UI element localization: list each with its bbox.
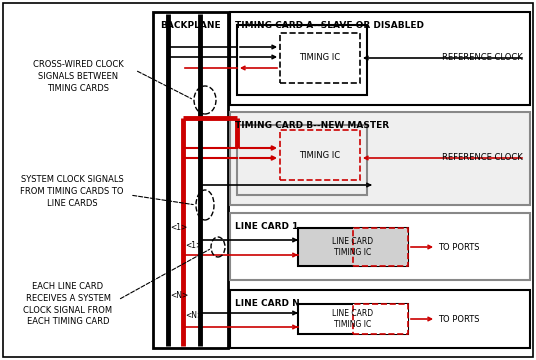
Bar xyxy=(230,290,530,348)
Text: LINE CARD
TIMING IC: LINE CARD TIMING IC xyxy=(332,309,374,329)
Text: REFERENCE CLOCK: REFERENCE CLOCK xyxy=(442,54,523,63)
Text: <1>: <1> xyxy=(170,224,187,233)
Text: <1>: <1> xyxy=(185,240,202,249)
Bar xyxy=(353,304,408,334)
Bar xyxy=(237,25,367,95)
Bar xyxy=(353,228,408,266)
Text: TO PORTS: TO PORTS xyxy=(438,243,480,252)
Text: <N>: <N> xyxy=(185,310,203,320)
Text: TO PORTS: TO PORTS xyxy=(438,315,480,324)
Bar xyxy=(230,12,530,105)
Text: LINE CARD N: LINE CARD N xyxy=(235,299,300,308)
Bar xyxy=(280,130,360,180)
Bar xyxy=(298,228,408,266)
Text: TIMING IC: TIMING IC xyxy=(300,54,340,63)
Bar xyxy=(230,213,530,280)
Text: TIMING IC: TIMING IC xyxy=(300,150,340,159)
Bar xyxy=(298,304,408,334)
Text: TIMING CARD B--NEW MASTER: TIMING CARD B--NEW MASTER xyxy=(235,121,389,130)
Text: LINE CARD 1: LINE CARD 1 xyxy=(235,222,299,231)
Text: <N>: <N> xyxy=(170,291,188,300)
Text: CROSS-WIRED CLOCK
SIGNALS BETWEEN
TIMING CARDS: CROSS-WIRED CLOCK SIGNALS BETWEEN TIMING… xyxy=(33,60,123,93)
Text: TIMING CARD A--SLAVE OR DISABLED: TIMING CARD A--SLAVE OR DISABLED xyxy=(235,21,424,30)
Text: EACH LINE CARD
RECEIVES A SYSTEM
CLOCK SIGNAL FROM
EACH TIMING CARD: EACH LINE CARD RECEIVES A SYSTEM CLOCK S… xyxy=(24,282,113,327)
Text: SYSTEM CLOCK SIGNALS
FROM TIMING CARDS TO
LINE CARDS: SYSTEM CLOCK SIGNALS FROM TIMING CARDS T… xyxy=(20,175,124,208)
Bar xyxy=(153,12,228,348)
Text: BACKPLANE: BACKPLANE xyxy=(160,21,221,30)
Bar xyxy=(230,112,530,205)
Text: REFERENCE CLOCK: REFERENCE CLOCK xyxy=(442,153,523,162)
Bar xyxy=(280,33,360,83)
Bar xyxy=(237,125,367,195)
Text: LINE CARD
TIMING IC: LINE CARD TIMING IC xyxy=(332,237,374,257)
